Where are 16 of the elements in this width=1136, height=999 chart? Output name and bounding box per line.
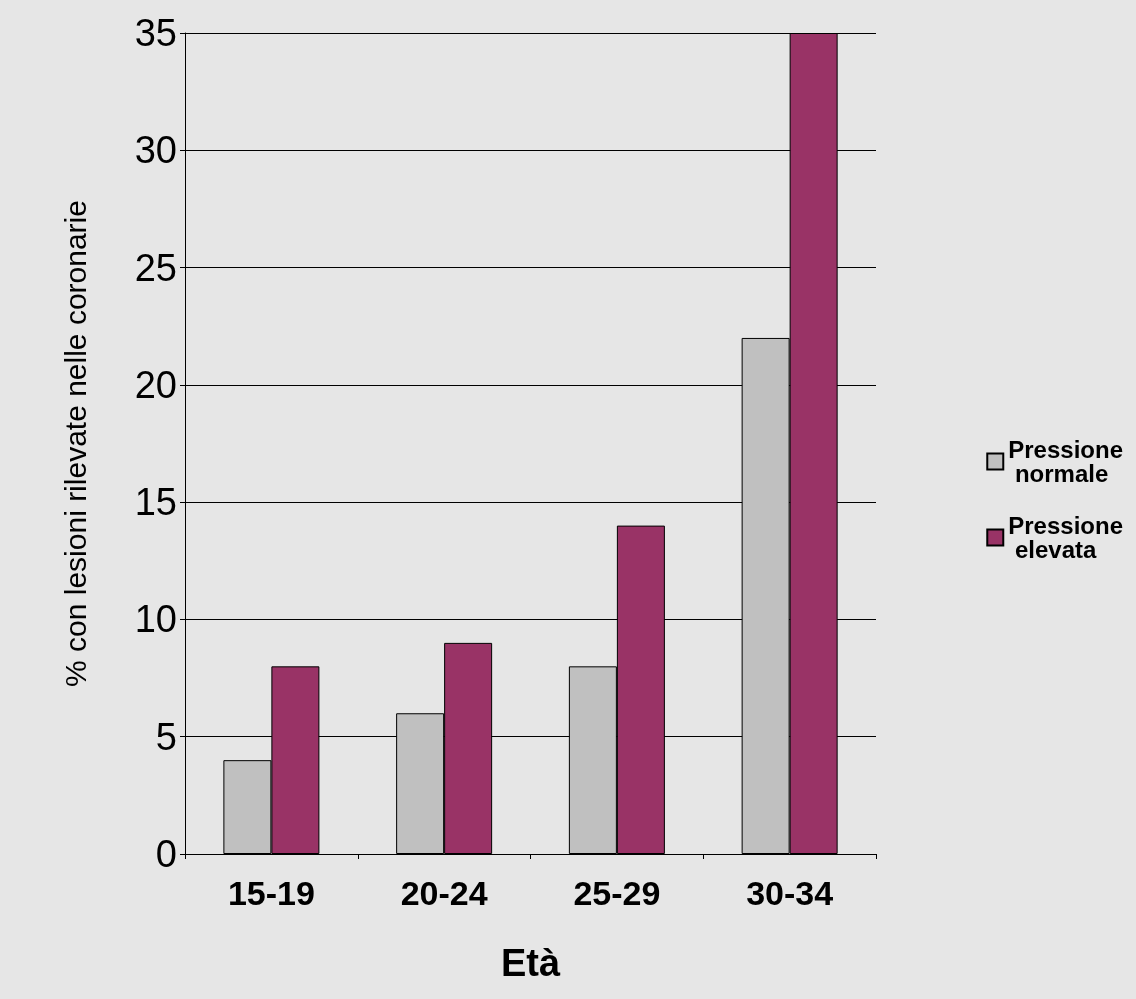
y-axis-title: % con lesioni rilevate nelle coronarie (58, 200, 92, 687)
y-tick-label: 30 (134, 129, 177, 172)
y-tick-label: 0 (155, 833, 177, 875)
y-tick-label: 35 (134, 12, 177, 54)
x-tick-label: 25-29 (573, 874, 661, 912)
x-tick-label: 20-24 (400, 874, 488, 912)
y-tick-label: 25 (134, 246, 177, 289)
x-tick-label: 15-19 (227, 874, 315, 912)
y-tick-label: 15 (134, 481, 177, 524)
x-tick-label: 30-34 (746, 874, 834, 912)
legend-label: Pressione normale (1008, 436, 1124, 487)
y-tick-label: 20 (134, 363, 177, 406)
y-tick-label: 5 (155, 715, 177, 758)
y-tick-label: 10 (134, 598, 177, 641)
legend-label: Pressione elevata (1008, 512, 1124, 563)
x-axis-title: Età (500, 942, 561, 984)
